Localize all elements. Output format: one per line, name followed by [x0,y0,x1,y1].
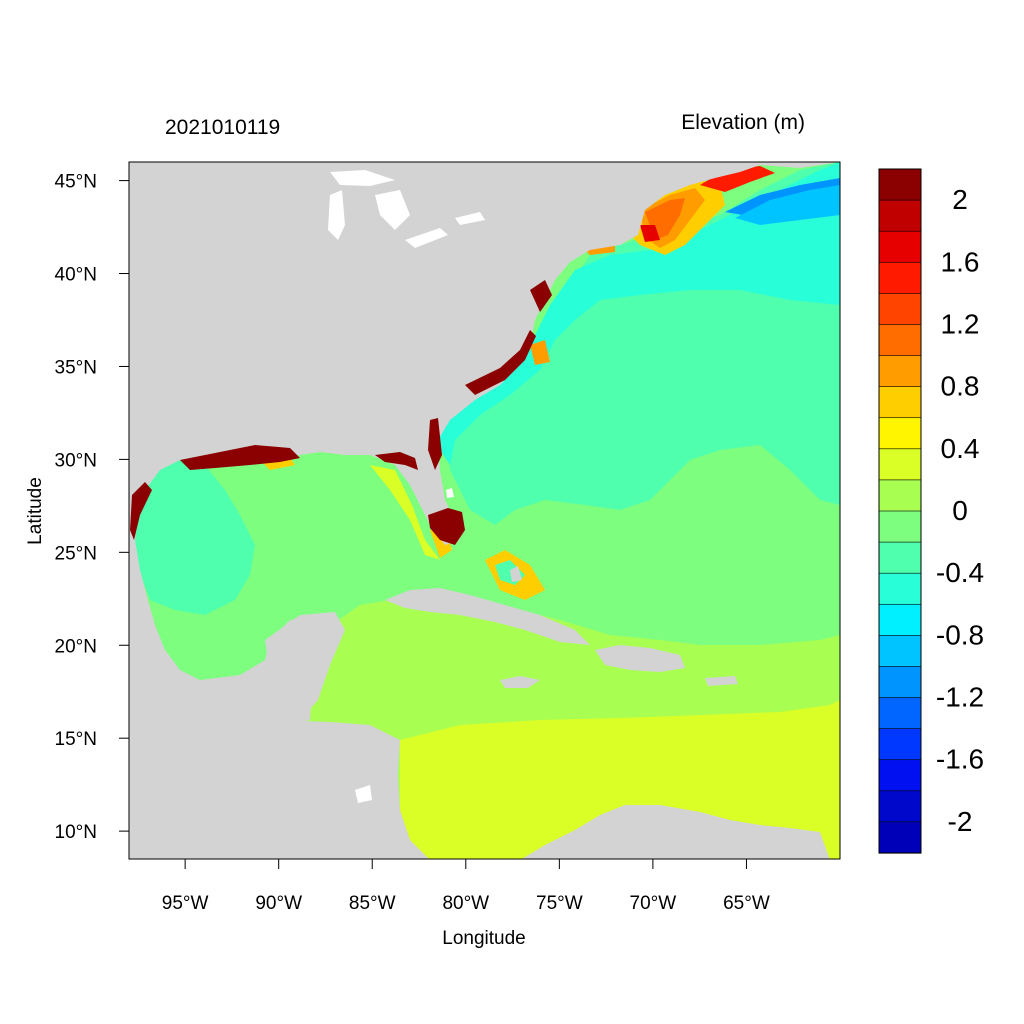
puerto-rico-land [705,676,738,686]
colorbar-swatch [878,572,922,605]
latitude-axis: 45°N 40°N 35°N 30°N 25°N 20°N 15°N 10°N [55,172,129,843]
x-axis-label: Longitude [442,928,525,949]
georgia-carolina-flood [465,330,536,395]
lake-ontario [455,212,485,225]
lon-tick-label: 85°W [349,893,396,914]
colorbar-label: 0.4 [941,433,980,464]
lon-tick-label: 70°W [630,893,677,914]
south-florida-flood [428,508,465,545]
texas-coast-flood [130,482,152,540]
colorbar-label: -1.6 [936,744,984,775]
colorbar-swatch [878,541,922,574]
gulf-west-minus-0.4-zone [135,455,255,615]
colorbar-swatch [878,728,922,761]
lake-michigan [328,190,345,240]
lat-tick-label: 30°N [55,450,97,471]
y-axis-label: Latitude [25,477,46,545]
colorbar-label: 1.2 [941,308,980,339]
lon-tick-label: 65°W [723,893,770,914]
colorbar-swatch [878,261,922,294]
lat-tick-label: 25°N [55,543,97,564]
lake-nicaragua [355,785,372,803]
central-america-land [129,715,429,859]
louisiana-coast-flood [180,445,300,470]
colorbar-labels: 2 1.6 1.2 0.8 0.4 0 -0.4 -0.8 -1.2 -1.6 -2 [936,184,984,837]
bay-of-fundy-red [700,166,775,192]
colorbar-swatch [878,759,922,792]
colorbar-label: 2 [952,184,968,215]
longitude-axis: 95°W 90°W 85°W 80°W 75°W 70°W 65°W [162,859,770,914]
colorbar-swatch [878,603,922,636]
lat-tick-label: 10°N [55,822,97,843]
florida-gulf-coast-flood [375,452,418,470]
nova-scotia-light-blue [735,185,840,225]
lat-tick-label: 15°N [55,729,97,750]
colorbar-label: 0 [952,495,968,526]
colorbar-swatch [878,635,922,668]
long-island-sound-surge [585,245,615,255]
coastal-flooding [130,280,552,545]
lon-tick-label: 75°W [536,893,583,914]
colorbar-swatch [878,790,922,823]
lake-huron [375,190,410,230]
colorbar-swatch [878,510,922,543]
lake-erie [405,228,448,248]
lat-tick-label: 45°N [55,172,97,193]
plot-frame [128,161,841,860]
colorbar-label: -0.8 [936,619,984,650]
hispaniola-land [595,645,685,672]
colorbar-swatch [878,293,922,326]
caribbean-south-yellow-zone [400,700,840,859]
colorbar-swatch [878,448,922,481]
south-america-land [521,805,830,859]
colorbar-label: 0.8 [941,371,980,402]
colorbar-swatch [878,666,922,699]
timestamp-title: 2021010119 [165,116,280,139]
colorbar-label: 1.6 [941,246,980,277]
colorbar-swatch [878,199,922,232]
lake-superior [330,170,395,186]
colorbar-label: -2 [948,806,973,837]
colorbar-swatch [878,386,922,419]
lat-tick-label: 35°N [55,357,97,378]
lon-tick-label: 90°W [255,893,302,914]
chesapeake-flood [530,280,552,312]
colorbar-swatch [878,821,922,854]
colorbar-frame [878,168,922,854]
north-america-land [129,162,840,722]
great-lakes [328,170,485,803]
eastern-gulf-tongue [370,465,440,560]
colorbar-swatch [878,324,922,357]
colorbar-swatch [878,355,922,388]
colorbar-label: -1.2 [936,682,984,713]
land-masses [129,162,840,859]
bahamas-land [510,566,522,582]
colorbar [878,168,922,854]
colorbar-swatch [878,230,922,263]
pamlico-sound-surge [530,340,550,365]
atlantic-shelf-cyan-zone [438,162,840,465]
lat-tick-label: 20°N [55,636,97,657]
lon-tick-label: 80°W [442,893,489,914]
colorbar-swatch [878,479,922,512]
colorbar-swatch [878,417,922,450]
yucatan-land [265,612,345,715]
florida-east-coast-flood [428,418,442,470]
variable-title: Elevation (m) [681,111,805,134]
cuba-land [385,588,590,645]
colorbar-label: -0.4 [936,557,984,588]
boston-bay-red [640,225,660,242]
colorbar-swatch [878,697,922,730]
lake-okeechobee [446,488,454,498]
lat-tick-label: 40°N [55,265,97,286]
map-panel [129,162,840,859]
jamaica-land [500,676,540,688]
colorbar-swatch [878,168,922,201]
lon-tick-label: 95°W [162,893,209,914]
